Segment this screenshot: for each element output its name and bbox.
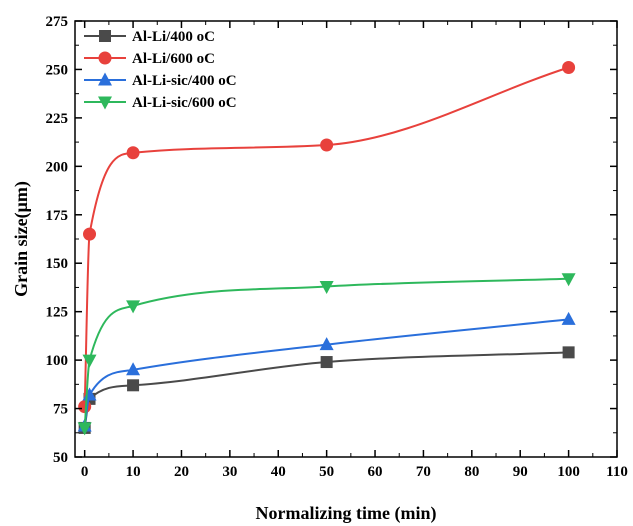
- data-point: [127, 379, 140, 392]
- y-tick-label: 200: [46, 159, 69, 175]
- x-tick-label: 30: [222, 464, 237, 480]
- y-tick-label: 275: [46, 14, 69, 30]
- data-point: [126, 146, 140, 160]
- y-tick-label: 75: [53, 402, 68, 418]
- series-line: [83, 318, 569, 427]
- y-tick-label: 125: [46, 305, 69, 321]
- x-tick-label: 40: [271, 464, 286, 480]
- legend-entry: Al-Li-sic/400 oC: [84, 72, 237, 89]
- data-point: [126, 300, 141, 314]
- data-point: [77, 422, 92, 436]
- data-point: [78, 400, 92, 414]
- series-layer: [77, 61, 576, 436]
- x-axis-title: Normalizing time (min): [256, 503, 437, 524]
- legend-entry: Al-Li/600 oC: [84, 51, 215, 67]
- x-tick-label: 90: [513, 464, 528, 480]
- series-3: [77, 311, 576, 432]
- y-tick-label: 100: [46, 353, 69, 369]
- x-tick-label: 50: [319, 464, 334, 480]
- legend-marker: [98, 72, 112, 86]
- data-point: [562, 61, 576, 75]
- data-point: [319, 337, 334, 351]
- x-tick-label: 20: [174, 464, 189, 480]
- y-tick-label: 150: [46, 256, 69, 272]
- x-tick-label: 110: [606, 464, 628, 480]
- legend-label: Al-Li/400 oC: [132, 29, 215, 45]
- data-point: [320, 356, 333, 369]
- legend-marker: [99, 30, 111, 42]
- legend-label: Al-Li-sic/600 oC: [132, 95, 237, 111]
- y-tick-label: 225: [46, 111, 69, 127]
- data-point: [320, 138, 334, 152]
- data-point: [561, 273, 576, 287]
- x-tick-label: 80: [464, 464, 479, 480]
- legend-marker: [98, 51, 112, 65]
- legend-entry: Al-Li-sic/600 oC: [84, 95, 237, 111]
- series-2: [78, 61, 576, 414]
- data-point: [126, 362, 141, 376]
- data-point: [319, 280, 334, 294]
- y-tick-label: 250: [46, 62, 69, 78]
- x-tick-label: 60: [368, 464, 383, 480]
- y-tick-label: 50: [53, 450, 68, 466]
- series-line: [83, 66, 569, 407]
- y-axis-title: Grain size(μm): [11, 181, 32, 297]
- x-tick-label: 100: [557, 464, 580, 480]
- data-point: [562, 346, 575, 359]
- data-point: [83, 227, 97, 241]
- series-line: [83, 277, 569, 429]
- x-tick-label: 10: [126, 464, 141, 480]
- legend-entry: Al-Li/400 oC: [84, 29, 215, 45]
- legend-label: Al-Li-sic/400 oC: [132, 73, 237, 89]
- series-1: [78, 346, 575, 434]
- series-4: [77, 273, 576, 436]
- legend-marker: [98, 96, 112, 110]
- y-axis: 50 75 100 125 150 175 200 225 250 275: [46, 14, 617, 466]
- legend-label: Al-Li/600 oC: [132, 51, 215, 67]
- x-tick-label: 70: [416, 464, 431, 480]
- y-tick-label: 175: [46, 208, 69, 224]
- x-tick-label: 0: [81, 464, 89, 480]
- x-axis: 0 10 20 30 40 50 60 70 80 90 100 110: [81, 21, 628, 480]
- data-point: [561, 311, 576, 325]
- legend: Al-Li/400 oC Al-Li/600 oC Al-Li-sic/400 oC…: [84, 29, 237, 111]
- data-point: [82, 354, 97, 368]
